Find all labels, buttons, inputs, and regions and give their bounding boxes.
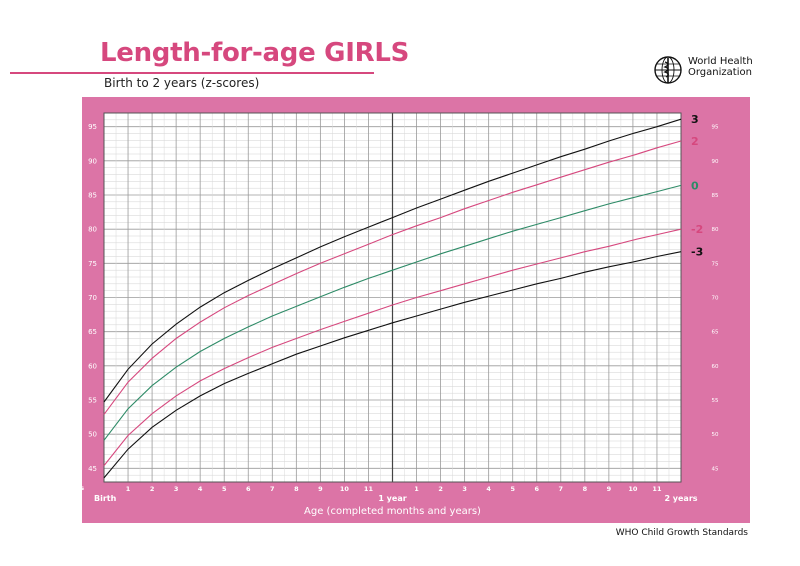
series-line-z0 xyxy=(103,184,682,441)
y-tick-label-left: 90 xyxy=(88,157,97,165)
x-tick-label: 2 xyxy=(438,485,443,493)
y-tick-label-right: 65 xyxy=(712,330,719,336)
x-tick-label: 6 xyxy=(534,485,539,493)
x-tick-label: 3 xyxy=(174,485,179,493)
series-label-z3: 3 xyxy=(691,113,699,126)
x-tick-label: 10 xyxy=(340,485,350,493)
y-tick-label-right: 70 xyxy=(712,296,719,302)
y-tick-label-left: 75 xyxy=(88,260,97,268)
footer-text: WHO Child Growth Standards xyxy=(615,528,748,538)
x-tick-label: 1 xyxy=(126,485,131,493)
y-tick-label-left: 65 xyxy=(88,328,97,336)
organization-name-line-2: Organization xyxy=(688,67,752,78)
y-tick-label-right: 60 xyxy=(712,364,719,370)
title-underline xyxy=(10,72,374,74)
organization-name: World Health Organization xyxy=(688,56,753,78)
y-tick-label-left: 60 xyxy=(88,362,97,370)
y-tick-label-left: 95 xyxy=(88,123,97,131)
organization-name-line-1: World Health xyxy=(688,56,753,67)
x-tick-label: 11 xyxy=(364,485,374,493)
x-tick-label: 1 xyxy=(414,485,419,493)
x-tick-label: 6 xyxy=(246,485,251,493)
y-tick-label-right: 90 xyxy=(712,159,719,165)
series-label-z-2: -2 xyxy=(691,223,703,236)
y-tick-label-right: 75 xyxy=(712,261,719,267)
who-emblem-icon xyxy=(654,56,682,84)
series-line-z-2 xyxy=(103,228,682,466)
y-tick-label-right: 55 xyxy=(712,398,719,404)
x-tick-label: Birth xyxy=(94,494,117,503)
x-tick-label: 4 xyxy=(198,485,203,493)
x-tick-label: 2 years xyxy=(664,494,697,503)
y-tick-label-right: 50 xyxy=(712,432,719,438)
y-tick-label-right: 80 xyxy=(712,227,719,233)
y-tick-label-left: 50 xyxy=(88,431,97,439)
y-tick-label-right: 95 xyxy=(712,125,719,131)
y-tick-label-right: 45 xyxy=(712,466,719,472)
x-tick-label: 5 xyxy=(222,485,227,493)
x-tick-label: 3 xyxy=(462,485,467,493)
x-tick-label: 4 xyxy=(486,485,491,493)
x-tick-label: 2 xyxy=(150,485,155,493)
y-tick-label-left: 45 xyxy=(88,465,97,473)
plot-border xyxy=(103,112,682,483)
series-line-z2 xyxy=(103,140,682,415)
series-line-z-3 xyxy=(103,251,682,479)
x-tick-label: 8 xyxy=(583,485,588,493)
series-label-z0: 0 xyxy=(691,179,699,192)
x-tick-label: 9 xyxy=(318,485,323,493)
y-tick-label-right: 85 xyxy=(712,193,719,199)
x-axis-corner-label: Months xyxy=(57,484,84,492)
x-tick-label: 1 year xyxy=(378,494,406,503)
x-tick-label: 8 xyxy=(294,485,299,493)
series-label-z2: 2 xyxy=(691,135,699,148)
x-tick-label: 10 xyxy=(628,485,638,493)
y-tick-label-left: 80 xyxy=(88,226,97,234)
series-lines xyxy=(103,118,682,479)
x-tick-label: 11 xyxy=(652,485,662,493)
x-tick-label: 7 xyxy=(559,485,564,493)
y-tick-label-left: 70 xyxy=(88,294,97,302)
y-axis-label: Length (cm) xyxy=(68,267,79,328)
x-tick-label: 9 xyxy=(607,485,612,493)
series-label-z-3: -3 xyxy=(691,246,703,259)
y-tick-label-left: 85 xyxy=(88,192,97,200)
x-tick-label: 5 xyxy=(510,485,515,493)
chart-title: Length-for-age GIRLS xyxy=(100,38,410,68)
x-tick-label: 7 xyxy=(270,485,275,493)
grid-lines xyxy=(103,112,682,483)
x-axis-label: Age (completed months and years) xyxy=(304,506,481,517)
chart-subtitle: Birth to 2 years (z-scores) xyxy=(104,76,260,90)
y-tick-label-left: 55 xyxy=(88,397,97,405)
series-line-z3 xyxy=(103,118,682,403)
